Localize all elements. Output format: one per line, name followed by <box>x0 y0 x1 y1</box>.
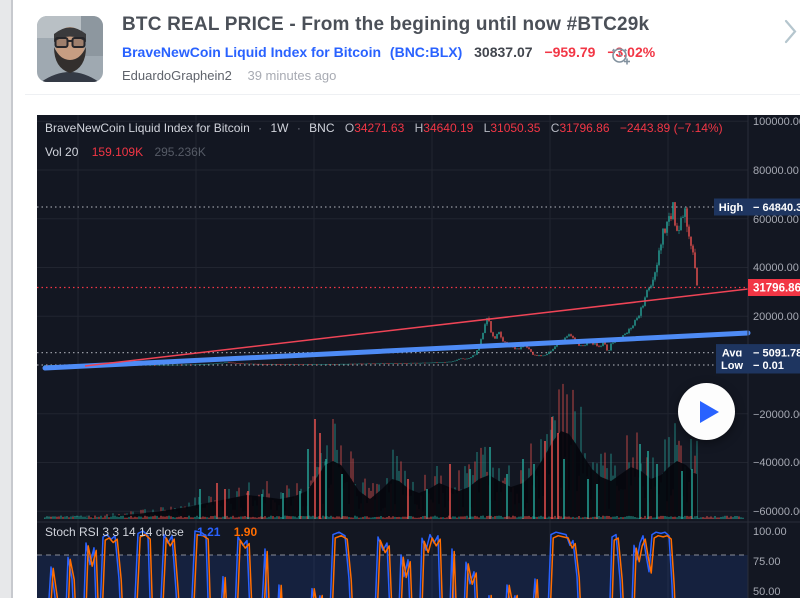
svg-text:−20000.00: −20000.00 <box>753 409 800 421</box>
volume-label[interactable]: Vol 20 <box>45 145 79 159</box>
stoch-rsi-legend: Stoch RSI 3 3 14 14 close 1.21 1.90 <box>45 525 257 539</box>
svg-text:75.00: 75.00 <box>753 556 781 568</box>
add-alert-button[interactable] <box>610 45 632 67</box>
stoch-rsi-label[interactable]: Stoch RSI 3 3 14 14 close <box>45 525 184 539</box>
svg-text:100.00: 100.00 <box>753 526 787 538</box>
blue-trendline[interactable] <box>42 330 751 371</box>
symbol-link[interactable]: BraveNewCoin Liquid Index for Bitcoin <box>122 44 382 60</box>
volume-legend: Vol 20 159.109K 295.236K <box>45 145 206 159</box>
play-button[interactable] <box>678 383 735 440</box>
last-price-label: 31796.86 <box>748 279 800 296</box>
level-lines <box>37 206 748 366</box>
next-idea-button[interactable] <box>783 18 799 45</box>
svg-text:80000.00: 80000.00 <box>753 165 799 177</box>
ohlc-close: 31796.86 <box>559 121 610 135</box>
avatar[interactable] <box>37 16 103 82</box>
svg-text:40000.00: 40000.00 <box>753 262 799 274</box>
ohlc-change: −2443.89 (−7.14%) <box>619 121 723 135</box>
stoch-k-line <box>48 530 674 598</box>
chevron-right-icon <box>784 19 797 44</box>
avatar-image <box>37 16 103 82</box>
author-row: EduardoGraphein2 39 minutes ago <box>122 68 336 83</box>
symbol-ticker[interactable]: (BNC:BLX) <box>389 44 463 60</box>
red-trendline[interactable] <box>84 288 749 367</box>
svg-text:100000.00: 100000.00 <box>753 116 800 128</box>
post-time: 39 minutes ago <box>247 68 337 83</box>
ohlc-low: 31050.35 <box>490 121 541 135</box>
svg-text:60000.00: 60000.00 <box>753 214 799 226</box>
last-price: 30837.07 <box>474 44 533 60</box>
volume-spikes <box>199 417 693 519</box>
alarm-clock-plus-icon <box>612 48 630 65</box>
svg-text:− 0.01: − 0.01 <box>753 360 784 372</box>
high-label: High − 64840.36 <box>714 198 800 216</box>
legend-interval[interactable]: 1W <box>270 121 289 135</box>
stoch-k-value: 1.21 <box>197 525 221 539</box>
svg-text:50.00: 50.00 <box>753 586 781 598</box>
play-icon <box>700 400 719 423</box>
stoch-band-fill <box>37 555 748 598</box>
svg-text:Low: Low <box>721 360 743 372</box>
post-title[interactable]: BTC REAL PRICE - From the begining until… <box>122 14 650 35</box>
ohlc-open: 34271.63 <box>354 121 405 135</box>
svg-text:− 64840.36: − 64840.36 <box>753 202 800 214</box>
svg-text:31796.86: 31796.86 <box>753 283 800 295</box>
stoch-d-line <box>50 533 676 598</box>
stoch-d-value: 1.90 <box>233 525 258 539</box>
ohlc-high: 34640.19 <box>423 121 474 135</box>
low-label: Low − 0.01 <box>716 356 800 374</box>
legend-exchange: BNC <box>309 121 335 135</box>
svg-text:20000.00: 20000.00 <box>753 311 799 323</box>
volume-value: 159.109K <box>91 145 144 159</box>
left-rail <box>0 0 13 598</box>
price-chart-svg[interactable]: 100000.00 80000.00 60000.00 40000.00 20000.0… <box>37 115 800 598</box>
svg-text:High: High <box>719 202 744 214</box>
price-change: −959.79 <box>544 44 596 60</box>
ticker-row: BraveNewCoin Liquid Index for Bitcoin (B… <box>122 44 655 60</box>
svg-text:−60000.00: −60000.00 <box>753 506 800 518</box>
price-axis[interactable]: 100000.00 80000.00 60000.00 40000.00 20000.0… <box>747 115 800 598</box>
volume-baseline-stubs <box>44 515 744 519</box>
volume-ma-value: 295.236K <box>154 145 206 159</box>
header-divider <box>25 94 800 95</box>
volume-ma-area <box>45 431 697 519</box>
legend-symbol[interactable]: BraveNewCoin Liquid Index for Bitcoin <box>45 121 250 135</box>
price-change-pct: −3.02% <box>607 44 656 60</box>
chart-widget[interactable]: 100000.00 80000.00 60000.00 40000.00 20000.0… <box>37 115 800 598</box>
author-name[interactable]: EduardoGraphein2 <box>122 68 232 83</box>
svg-text:−40000.00: −40000.00 <box>753 457 800 469</box>
chart-legend: BraveNewCoin Liquid Index for Bitcoin · … <box>45 121 723 135</box>
